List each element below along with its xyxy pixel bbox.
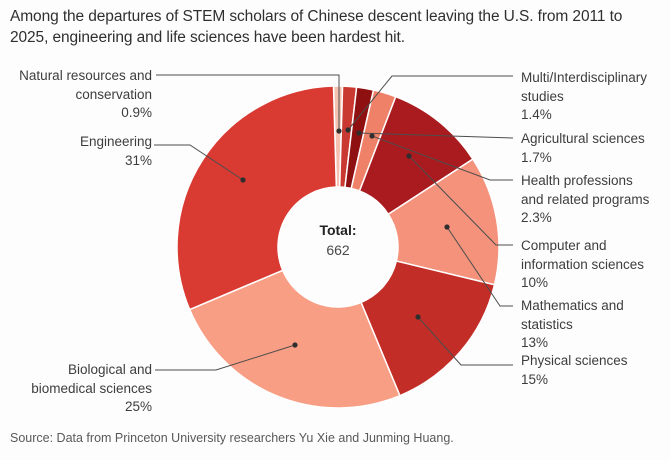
slice-dot-biological-and-biomedical-sciences [292,342,298,348]
slice-label-biological-and-biomedical-sciences: Biological and biomedical sciences 25% [2,361,152,417]
leader-line-computer-and-information-sciences [408,155,513,246]
slice-percent: 31% [124,152,152,168]
slice-percent: 1.7% [521,149,552,165]
slice-dot-physical-sciences [415,314,421,320]
donut-total-value: 662 [326,242,350,258]
donut-total-label: Total: [319,222,357,238]
leader-line-health-professions-and-related-programs [371,135,513,181]
slice-label-line: Mathematics and [521,298,624,313]
slice-percent: 1.4% [521,107,552,122]
donut-center-label: Total: 662 [278,220,398,260]
donut-slice-mathematics-and-statistics [387,158,500,286]
slice-percent: 25% [124,399,152,414]
slice-label-agricultural-sciences: Agricultural sciences 1.7% [521,130,669,167]
slice-label-engineering: Engineering 31% [2,133,152,170]
slice-label-line: Natural resources and [19,68,152,83]
donut-slice-engineering [176,85,338,311]
slice-dot-health-professions-and-related-programs [369,133,375,139]
slice-dot-mathematics-and-statistics [444,224,450,230]
leader-line-agricultural-sciences [358,132,514,139]
slice-label-line: biomedical sciences [31,380,152,396]
leader-line-multi-interdisciplinary-studies [347,75,513,131]
donut-slice-biological-and-biomedical-sciences [188,269,401,409]
slice-label-line: Engineering [79,134,152,149]
slice-label-line: information sciences [521,256,645,272]
leader-line-biological-and-biomedical-sciences [155,344,296,371]
slice-dot-agricultural-sciences [356,130,362,136]
slice-label-line: conservation [75,86,152,102]
slice-label-mathematics-and-statistics: Mathematics and statistics 13% [521,297,669,353]
slice-label-computer-and-information-sciences: Computer and information sciences 10% [521,237,669,293]
chart-title: Among the departures of STEM scholars of… [10,8,623,46]
source-note: Source: Data from Princeton University r… [10,431,454,445]
slice-label-physical-sciences: Physical sciences 15% [521,352,669,389]
slice-label-line: Biological and [67,362,152,377]
slice-percent: 10% [521,275,549,290]
leader-line-mathematics-and-statistics [446,226,513,307]
leader-line-natural-resources-and-conservation [156,74,340,131]
leader-line-physical-sciences [417,316,513,366]
slice-label-line: Physical sciences [521,353,628,368]
slice-dot-natural-resources-and-conservation [336,128,342,134]
slice-dot-engineering [240,177,246,183]
slice-label-line: Multi/Interdisciplinary [521,70,648,85]
slice-label-line: studies [521,88,564,104]
slice-percent: 13% [521,335,549,350]
slice-dot-multi-interdisciplinary-studies [345,127,351,133]
leader-line-engineering [154,144,244,181]
slice-label-health-professions-and-related-programs: Health professions and related programs 2.… [521,172,669,228]
slice-label-natural-resources-and-conservation: Natural resources and conservation 0.9% [2,67,152,123]
slice-percent: 2.3% [521,210,552,225]
slice-label-line: Computer and [521,238,607,253]
slice-label-line: and related programs [521,191,650,207]
slice-label-line: statistics [521,316,573,332]
slice-label-multi-interdisciplinary-studies: Multi/Interdisciplinary studies 1.4% [521,69,669,125]
slice-percent: 0.9% [121,105,152,120]
slice-dot-computer-and-information-sciences [406,153,412,159]
slice-label-line: Health professions [521,173,633,188]
slice-percent: 15% [521,371,549,387]
slice-label-line: Agricultural sciences [521,131,645,146]
